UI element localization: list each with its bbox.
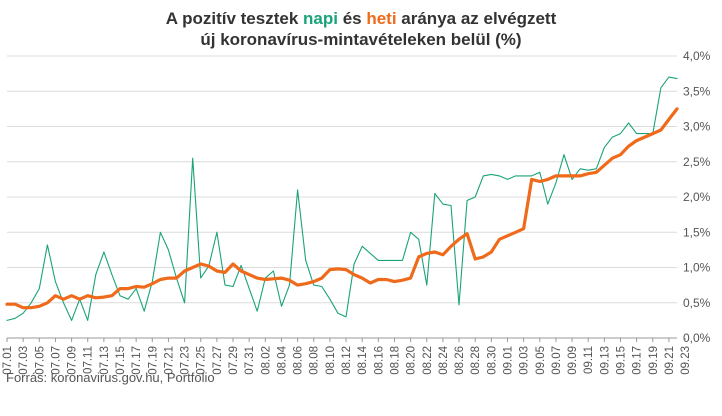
x-tick-label: 07.17 [131, 346, 143, 375]
title-part1: A pozitív tesztek [165, 9, 304, 28]
x-tick-label: 07.13 [99, 346, 111, 375]
title-heti-word: heti [366, 9, 397, 28]
x-tick-label: 07.15 [115, 346, 127, 375]
x-tick-label: 07.01 [2, 346, 14, 375]
x-tick-label: 09.09 [567, 346, 579, 375]
x-tick-label: 08.20 [406, 346, 418, 375]
x-tick-label: 08.04 [276, 345, 288, 374]
x-tick-label: 08.14 [357, 345, 369, 374]
chart-title-line2: új koronavírus-mintavételeken belül (%) [200, 30, 522, 49]
x-tick-label: 09.11 [583, 346, 595, 374]
x-tick-label: 09.07 [551, 346, 563, 375]
title-part3: aránya az elvégzett [396, 9, 557, 28]
x-tick-label: 08.28 [470, 346, 482, 375]
y-tick-label: 1,0% [683, 261, 711, 275]
x-tick-label: 08.16 [373, 346, 385, 375]
x-tick-label: 08.26 [454, 346, 466, 375]
x-tick-label: 07.27 [212, 346, 224, 375]
series-line-napi [6, 76, 678, 321]
x-tick-label: 09.21 [664, 346, 676, 375]
x-tick-label: 07.25 [196, 346, 208, 375]
x-tick-label: 07.07 [50, 346, 62, 375]
y-tick-label: 3,5% [683, 84, 711, 98]
x-tick-label: 07.19 [147, 346, 159, 375]
x-tick-label: 08.10 [325, 346, 337, 375]
x-tick-label: 07.11 [83, 346, 95, 374]
chart-title-line1: A pozitív tesztek napi és heti aránya az… [0, 8, 722, 29]
x-tick-label: 09.01 [502, 346, 514, 375]
x-tick-label: 07.05 [34, 346, 46, 375]
x-tick-label: 09.05 [535, 346, 547, 375]
x-tick-label: 09.19 [648, 346, 660, 375]
x-tick-label: 08.18 [389, 346, 401, 375]
title-napi-word: napi [303, 9, 338, 28]
y-tick-label: 3,0% [683, 120, 711, 134]
y-tick-label: 4,0% [683, 49, 711, 63]
y-tick-label: 1,5% [683, 225, 711, 239]
x-tick-label: 08.22 [422, 346, 434, 375]
x-tick-label: 07.29 [228, 346, 240, 375]
x-tick-label: 07.03 [18, 346, 30, 375]
x-tick-label: 09.13 [599, 346, 611, 375]
x-tick-label: 08.12 [341, 346, 353, 375]
x-tick-label: 09.23 [680, 346, 692, 375]
series-line-heti [5, 107, 679, 310]
x-tick-label: 09.17 [632, 346, 644, 375]
y-tick-label: 0,0% [683, 331, 711, 345]
x-tick-label: 08.06 [293, 346, 305, 375]
x-tick-label: 08.30 [486, 346, 498, 375]
x-tick-label: 09.15 [615, 346, 627, 375]
y-tick-label: 2,0% [683, 190, 711, 204]
x-tick-label: 07.31 [244, 346, 256, 375]
y-tick-label: 0,5% [683, 296, 711, 310]
x-tick-label: 08.24 [438, 345, 450, 374]
x-tick-label: 08.08 [309, 346, 321, 375]
x-tick-label: 07.09 [67, 346, 79, 375]
x-tick-label: 08.02 [260, 346, 272, 375]
x-tick-label: 09.03 [519, 346, 531, 375]
title-part2: és [337, 9, 367, 28]
x-tick-label: 07.21 [163, 346, 175, 375]
y-tick-label: 2,5% [683, 155, 711, 169]
x-tick-label: 07.23 [180, 346, 192, 375]
chart-title: A pozitív tesztek napi és heti aránya az… [0, 8, 722, 50]
source-note: Forrás: koronavirus.gov.hu, Portfolio [6, 370, 215, 385]
